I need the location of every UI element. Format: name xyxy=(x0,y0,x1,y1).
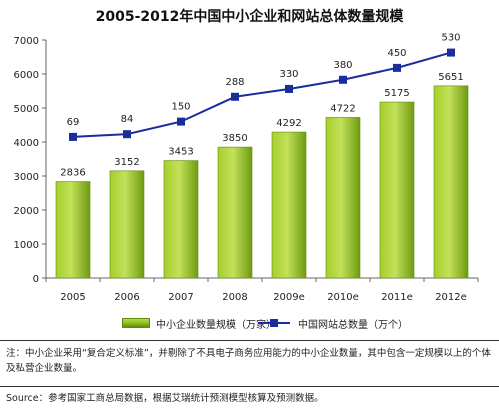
bar-value-label: 4722 xyxy=(330,103,355,114)
y-tick-labels: 0 1000 2000 3000 4000 5000 6000 7000 xyxy=(14,36,39,285)
bar xyxy=(379,101,415,279)
bar xyxy=(271,131,307,279)
line-value-label: 150 xyxy=(171,102,190,113)
bar-value-label: 4292 xyxy=(276,118,301,129)
x-tick-label: 2006 xyxy=(114,292,139,303)
legend-line-label: 中国网站总数量（万个） xyxy=(298,320,408,331)
line-value-label: 69 xyxy=(67,117,80,128)
line-value-label: 450 xyxy=(387,48,406,59)
legend-bar-swatch xyxy=(122,318,150,328)
divider-top xyxy=(0,340,499,341)
y-tick-label: 3000 xyxy=(14,172,39,183)
x-tick-label: 2009e xyxy=(273,292,305,303)
y-tick-label: 4000 xyxy=(14,138,39,149)
line-point xyxy=(393,63,401,72)
bar-value-label: 5651 xyxy=(438,72,463,83)
y-tick-label: 5000 xyxy=(14,104,39,115)
x-tick-label: 2007 xyxy=(168,292,193,303)
y-tick-label: 2000 xyxy=(14,206,39,217)
line-value-label: 330 xyxy=(279,69,298,80)
legend-bar-label: 中小企业数量规模（万家） xyxy=(156,320,276,331)
line-value-label: 84 xyxy=(121,114,134,125)
source-note: Source：参考国家工商总局数据，根据艾瑞统计预测模型核算及预测数据。 xyxy=(6,393,324,404)
line-point xyxy=(339,75,347,84)
bar-value-label: 5175 xyxy=(384,88,409,99)
y-tick-label: 6000 xyxy=(14,70,39,81)
bar-value-labels: 2836 3152 3453 3850 4292 4722 5175 5651 xyxy=(60,72,463,179)
x-tick-labels: 2005 2006 2007 2008 2009e 2010e 2011e 2012e xyxy=(60,292,467,303)
line-point xyxy=(231,92,239,101)
bar-value-label: 3850 xyxy=(222,133,247,144)
bar xyxy=(109,170,145,279)
x-tick-label: 2012e xyxy=(435,292,467,303)
bar xyxy=(55,181,91,279)
line-series xyxy=(69,48,455,141)
line-point xyxy=(177,117,185,126)
line-point xyxy=(285,84,293,93)
y-tick-label: 7000 xyxy=(14,36,39,47)
line-point xyxy=(69,132,77,141)
bar xyxy=(217,146,253,279)
bar xyxy=(163,160,199,279)
line-value-label: 288 xyxy=(225,77,244,88)
line-value-label: 380 xyxy=(333,60,352,71)
line-path xyxy=(72,51,452,138)
y-tick-label: 1000 xyxy=(14,240,39,251)
chart-title: 2005-2012年中国中小企业和网站总体数量规模 xyxy=(95,9,404,25)
line-value-label: 530 xyxy=(441,33,460,44)
bar xyxy=(433,85,469,279)
bar-value-label: 3453 xyxy=(168,147,193,158)
legend-line-marker xyxy=(270,319,278,327)
x-tick-label: 2011e xyxy=(381,292,413,303)
bar xyxy=(325,117,361,279)
x-tick-label: 2010e xyxy=(327,292,359,303)
bar-value-label: 3152 xyxy=(114,157,139,168)
bar-value-label: 2836 xyxy=(60,168,85,179)
divider-bottom xyxy=(0,386,499,387)
footnote: 注：中小企业采用“复合定义标准”，并剔除了不具电子商务应用能力的中小企业数量，其… xyxy=(6,348,491,374)
y-tick-label: 0 xyxy=(33,274,39,285)
line-value-labels: 69 84 150 288 330 380 450 530 xyxy=(67,33,461,128)
x-tick-label: 2005 xyxy=(60,292,85,303)
line-point xyxy=(447,48,455,57)
line-point xyxy=(123,130,131,139)
x-tick-label: 2008 xyxy=(222,292,247,303)
bar-series xyxy=(55,85,469,279)
